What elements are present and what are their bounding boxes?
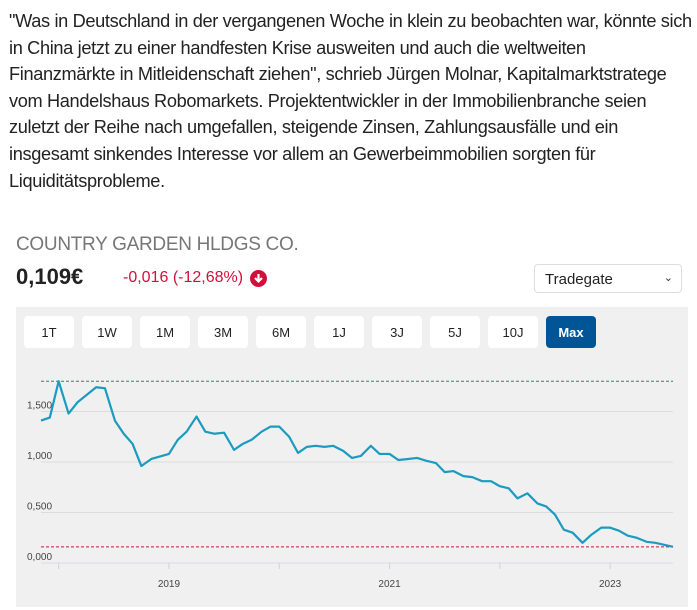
range-button-1j[interactable]: 1J (314, 316, 364, 348)
x-tick-label: 2021 (378, 579, 401, 590)
article-paragraph: "Was in Deutschland in der vergangenen W… (9, 11, 692, 191)
stock-price: 0,109€ (16, 264, 84, 289)
range-button-3m[interactable]: 3M (198, 316, 248, 348)
range-button-10j[interactable]: 10J (488, 316, 538, 348)
chevron-down-icon: ⌄ (663, 272, 673, 284)
exchange-select[interactable]: Tradegate ⌄ (534, 264, 682, 293)
y-tick-label: 0,000 (27, 552, 52, 563)
x-tick-label: 2023 (599, 579, 622, 590)
y-tick-label: 1,000 (27, 451, 52, 462)
stock-name: COUNTRY GARDEN HLDGS CO. (16, 234, 299, 255)
range-button-1t[interactable]: 1T (24, 316, 74, 348)
y-tick-label: 0,500 (27, 502, 52, 513)
arrow-down-circle-icon (250, 269, 268, 287)
range-button-max[interactable]: Max (546, 316, 596, 348)
range-button-1w[interactable]: 1W (82, 316, 132, 348)
price-change-value: -0,016 (-12,68%) (123, 269, 244, 286)
range-button-1m[interactable]: 1M (140, 316, 190, 348)
price-line (40, 380, 674, 548)
y-tick-label: 1,500 (27, 401, 52, 412)
range-button-5j[interactable]: 5J (430, 316, 480, 348)
range-button-3j[interactable]: 3J (372, 316, 422, 348)
range-button-6m[interactable]: 6M (256, 316, 306, 348)
x-tick-label: 2019 (158, 579, 181, 590)
exchange-select-value: Tradegate (545, 271, 613, 288)
price-change: -0,016 (-12,68%) (123, 269, 268, 287)
